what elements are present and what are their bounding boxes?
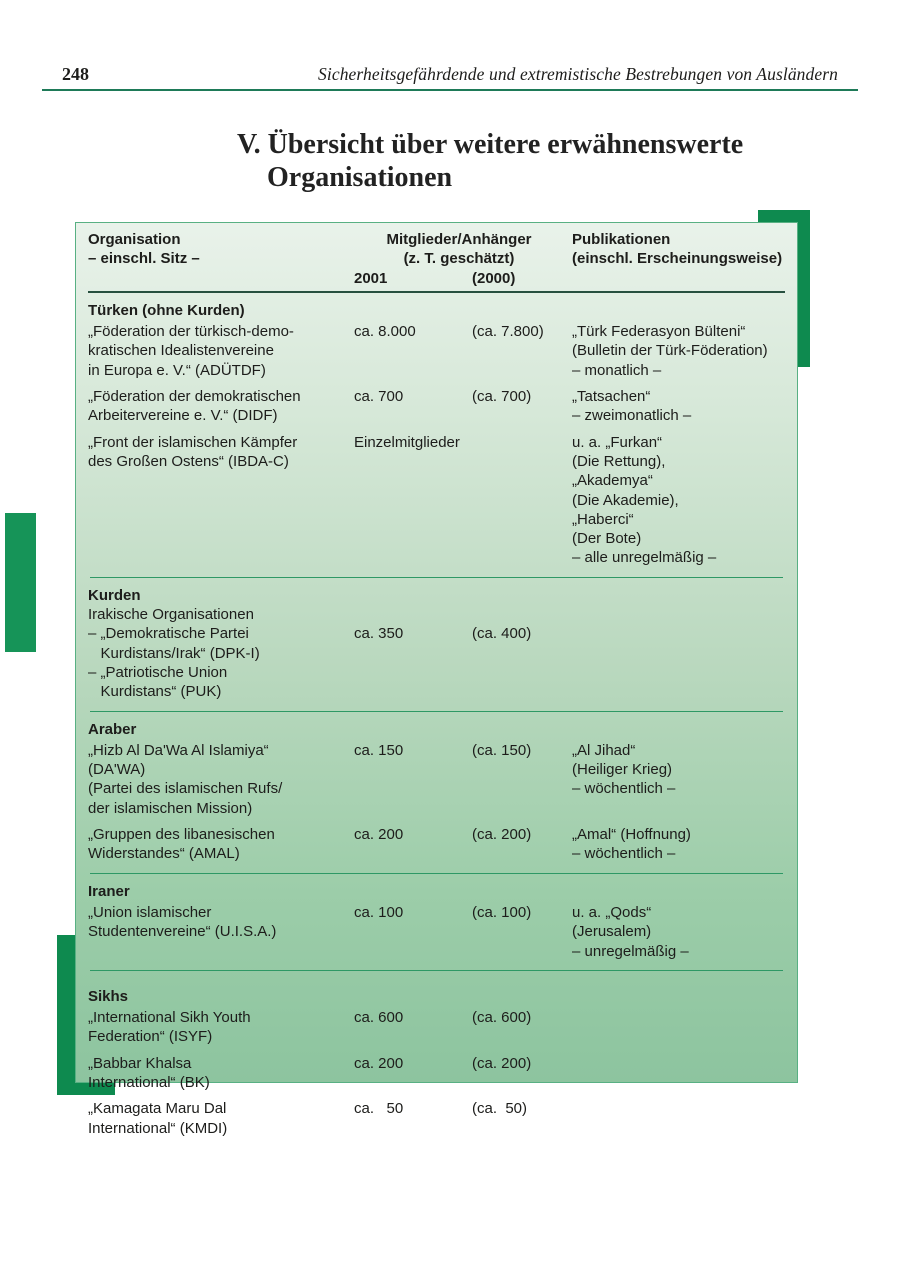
- section-araber: Araber „Hizb Al Da'Wa Al Islamiya“ (DA'W…: [88, 720, 785, 864]
- section-tuerken: Türken (ohne Kurden) „Föderation der tür…: [88, 301, 785, 568]
- header-year-2000: (2000): [472, 269, 516, 287]
- section-rule: [90, 710, 783, 712]
- section-iraner: Iraner „Union islamischer Studentenverei…: [88, 882, 785, 961]
- chapter-title-line2: Organisationen: [267, 162, 453, 193]
- table-header-years: 2001 (2000): [88, 269, 785, 288]
- section-rule: [90, 872, 783, 874]
- table-row: „Gruppen des libanesischen Widerstandes“…: [88, 826, 691, 863]
- table-row: „Babbar Khalsa International“ (BK) ca. 2…: [88, 1054, 532, 1091]
- section-title: Araber: [88, 720, 137, 738]
- table-row: – „Patriotische Union Kurdistans“ (PUK): [88, 663, 228, 701]
- table-row: „Kamagata Maru Dal International“ (KMDI)…: [88, 1100, 528, 1137]
- page-number: 248: [62, 64, 89, 84]
- section-title: Sikhs: [88, 987, 129, 1005]
- section-title: Türken (ohne Kurden): [88, 301, 245, 319]
- header-year-2001: 2001: [354, 269, 388, 287]
- header-mitglieder: Mitglieder/Anhänger (z. T. geschätzt): [386, 231, 532, 268]
- table-row: „Union islamischer Studentenvereine“ (U.…: [88, 903, 689, 960]
- table-row: „International Sikh Youth Federation“ (I…: [88, 1009, 532, 1046]
- chapter-title: V. Übersicht über weitere erwähnenswerte…: [237, 128, 743, 194]
- section-rule: [90, 576, 783, 578]
- table-header-row: Organisation – einschl. Sitz – Mitgliede…: [88, 230, 785, 269]
- section-title: Kurden: [88, 586, 141, 604]
- chapter-title-line1: V. Übersicht über weitere erwähnenswerte: [237, 129, 744, 160]
- section-rule: [90, 969, 783, 971]
- table-row: „Föderation der türkisch-demo- kratische…: [88, 323, 768, 379]
- header-publikationen: Publikationen (einschl. Erscheinungsweis…: [572, 231, 783, 268]
- table-row: „Front der islamischen Kämpfer des Große…: [88, 433, 717, 567]
- table-head-rule: [88, 290, 785, 293]
- header-organisation: Organisation – einschl. Sitz –: [88, 231, 200, 268]
- section-sikhs: Sikhs „International Sikh Youth Federati…: [88, 987, 785, 1138]
- running-header: Sicherheitsgefährdende und extremistisch…: [318, 64, 838, 84]
- section-title: Iraner: [88, 882, 130, 900]
- table-row: „Hizb Al Da'Wa Al Islamiya“ (DA'WA) (Par…: [88, 741, 676, 817]
- table-row: „Föderation der demokratischen Arbeiterv…: [88, 388, 692, 425]
- header-rule: [42, 89, 858, 91]
- section-kurden: Kurden Irakische Organisationen – „Demok…: [88, 586, 785, 702]
- margin-accent-bar: [5, 513, 36, 652]
- table-row: – „Demokratische Partei Kurdistans/Irak“…: [88, 625, 532, 662]
- organisations-table: Organisation – einschl. Sitz – Mitgliede…: [75, 222, 798, 1137]
- section-subtitle: Irakische Organisationen: [88, 606, 254, 624]
